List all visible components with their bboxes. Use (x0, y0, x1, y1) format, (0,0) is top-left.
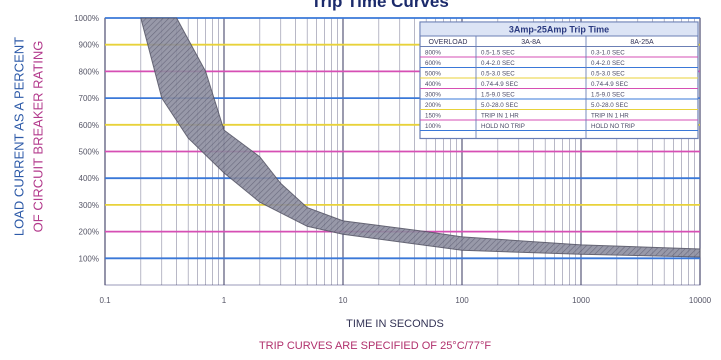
x-axis-label: TIME IN SECONDS (346, 318, 444, 330)
trip-table-cell: 0.4-2.0 SEC (591, 60, 625, 67)
trip-table-title-bg (419, 21, 699, 37)
x-tick-label: 1000 (572, 296, 590, 305)
trip-table-cell: 0.4-2.0 SEC (481, 60, 515, 67)
y-tick-label: 400% (79, 174, 99, 183)
trip-table-cell: 0.74-4.9 SEC (591, 81, 629, 88)
trip-table-cell: 1.5-9.0 SEC (591, 92, 625, 99)
x-tick-label: 100 (455, 296, 469, 305)
trip-table-header-cell: 8A-25A (630, 39, 654, 46)
trip-table-cell: 0.5-3.0 SEC (481, 71, 515, 78)
chart-title: Trip Time Curves (311, 0, 449, 11)
trip-table-header-cell: 3A-8A (521, 39, 541, 46)
trip-table-cell: 0.5-1.5 SEC (481, 50, 515, 57)
footnote: TRIP CURVES ARE SPECIFIED OF 25°C/77°F (258, 340, 492, 352)
trip-table-cell: 150% (425, 113, 441, 120)
y-tick-label: 900% (79, 41, 99, 50)
trip-table-cell: 1.5-9.0 SEC (481, 92, 515, 99)
x-tick-label: 0.1 (99, 296, 111, 305)
y-tick-label: 300% (79, 201, 99, 210)
trip-band-area (140, 17, 701, 258)
trip-table-cell: 500% (425, 71, 441, 78)
trip-table-cell: TRIP IN 1 HR (591, 113, 629, 120)
trip-table-cell: TRIP IN 1 HR (481, 113, 519, 120)
trip-table-cell: 300% (425, 92, 441, 99)
y-tick-label: 700% (79, 94, 99, 103)
y-tick-label: 200% (79, 228, 99, 237)
y-tick-label: 800% (79, 67, 99, 76)
y-tick-label: 500% (79, 148, 99, 157)
trip-table-cell: 0.3-1.0 SEC (591, 50, 625, 57)
y-tick-label: 100% (79, 254, 99, 263)
trip-table-cell: 800% (425, 50, 441, 57)
x-tick-label: 1 (222, 296, 227, 305)
trip-table-header-cell: OVERLOAD (429, 39, 468, 46)
trip-table-cell: 0.5-3.0 SEC (591, 71, 625, 78)
trip-table-cell: 400% (425, 81, 441, 88)
trip-table-frame (419, 21, 699, 140)
trip-table-cell: 5.0-28.0 SEC (591, 102, 629, 109)
x-tick-label: 10 (339, 296, 348, 305)
trip-table-cell: 5.0-28.0 SEC (481, 102, 519, 109)
trip-table-cell: 100% (425, 123, 441, 130)
trip-table-cell: 600% (425, 60, 441, 67)
trip-table-cell: HOLD NO TRIP (591, 123, 635, 130)
y-tick-label: 1000% (74, 14, 99, 23)
y-tick-label: 600% (79, 121, 99, 130)
trip-table-cell: 200% (425, 102, 441, 109)
trip-table-cell: HOLD NO TRIP (481, 123, 525, 130)
x-tick-label: 10000 (689, 296, 712, 305)
trip-table-title: 3Amp-25Amp Trip Time (509, 25, 609, 35)
trip-table-cell: 0.74-4.9 SEC (481, 81, 519, 88)
